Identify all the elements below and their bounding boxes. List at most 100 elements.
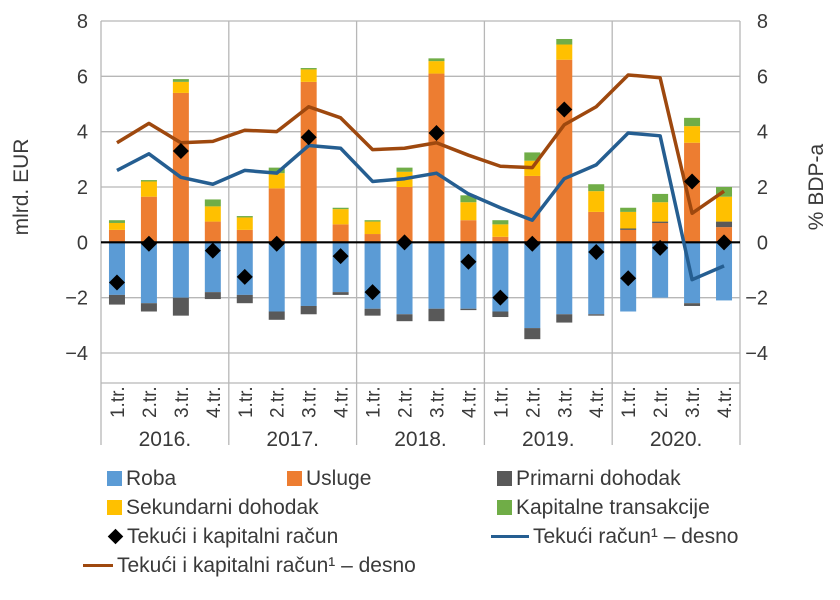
bar-segment-primarni-dohodak — [204, 292, 221, 300]
gridlines — [100, 20, 741, 445]
bar-segment-kapitalne-transakcije — [140, 180, 157, 182]
legend-swatch-kapitalne — [497, 500, 512, 515]
bar-segment-kapitalne-transakcije — [108, 220, 125, 223]
x-category-label: 4.tr. — [332, 386, 353, 418]
bar-segment-sekundarni-dohodak — [556, 44, 573, 60]
bar-segment-roba — [428, 242, 445, 309]
y-axis-left-title: mlrd. EUR — [10, 139, 33, 236]
marker-tekuci-i-kapitalni — [300, 129, 317, 146]
y-tick-label-right: 4 — [757, 122, 768, 144]
bar-segment-usluge — [332, 224, 349, 243]
legend-row-3: Tekući i kapitalni račun Tekući račun¹ –… — [107, 522, 787, 551]
bar-segment-usluge — [524, 175, 541, 243]
legend-label: Primarni dohodak — [516, 467, 681, 490]
legend-swatch-usluge — [287, 471, 302, 486]
x-category-label: 2.tr. — [396, 386, 417, 418]
marker-tekuci-i-kapitalni — [652, 239, 669, 256]
bar-segment-sekundarni-dohodak — [332, 209, 349, 225]
bar-segment-primarni-dohodak — [716, 221, 733, 228]
bar-segment-roba — [268, 242, 285, 312]
legend-line-tr — [491, 535, 529, 538]
legend-item-primarni: Primarni dohodak — [497, 464, 681, 493]
bar-segment-sekundarni-dohodak — [300, 69, 317, 82]
y-tick-label-right: 0 — [757, 232, 768, 254]
marker-tekuci-i-kapitalni — [364, 284, 381, 301]
bar-segment-roba — [652, 242, 669, 298]
x-year-label: 2016. — [139, 428, 192, 451]
y-tick-label-right: 8 — [757, 11, 768, 33]
y-axis-right-title: % BDP-a — [805, 144, 828, 231]
bar-segment-usluge — [620, 229, 637, 243]
legend-swatch-roba — [107, 471, 122, 486]
bar-segment-sekundarni-dohodak — [236, 217, 253, 230]
bar-segment-sekundarni-dohodak — [652, 202, 669, 222]
x-category-label: 1.tr. — [364, 386, 385, 418]
bar-segment-roba — [140, 242, 157, 304]
bar-segment-primarni-dohodak — [588, 314, 605, 316]
bar-segment-sekundarni-dohodak — [588, 191, 605, 212]
bar-segment-kapitalne-transakcije — [204, 199, 221, 207]
marker-tekuci-i-kapitalni — [684, 173, 701, 190]
bar-segment-primarni-dohodak — [524, 328, 541, 340]
bar-segment-usluge — [108, 229, 125, 243]
line-tekuci-i-kapitalni-racun — [116, 73, 726, 216]
x-category-label: 3.tr. — [427, 386, 448, 418]
bar-segment-roba — [460, 242, 477, 309]
bar-segment-roba — [300, 242, 317, 306]
chart-area: 8 6 4 2 0 −2 −4 8 6 4 2 0 −2 −4 1.tr. 2.tr. 3.tr. 4.tr.… — [10, 11, 828, 451]
bar-segment-primarni-dohodak — [460, 308, 477, 311]
x-category-label: 4.tr. — [204, 386, 225, 418]
marker-tekuci-i-kapitalni — [588, 244, 605, 261]
legend-swatch-sekundarni — [107, 500, 122, 515]
legend-label: Tekući i kapitalni račun — [127, 525, 339, 548]
bar-segment-usluge — [364, 234, 381, 243]
bar-segment-roba — [588, 242, 605, 315]
bar-segment-kapitalne-transakcije — [172, 79, 189, 82]
bar-segment-primarni-dohodak — [236, 294, 253, 304]
legend-item-kapitalne: Kapitalne transakcije — [497, 493, 710, 522]
bar-segment-sekundarni-dohodak — [364, 221, 381, 235]
bar-segment-kapitalne-transakcije — [620, 207, 637, 212]
bar-segment-sekundarni-dohodak — [204, 206, 221, 222]
bar-segment-kapitalne-transakcije — [236, 216, 253, 218]
x-year-label: 2017. — [266, 428, 319, 451]
bar-segment-primarni-dohodak — [268, 311, 285, 320]
legend-label: Tekući račun¹ – desno — [533, 525, 739, 548]
x-category-label: 3.tr. — [555, 386, 576, 418]
bar-segment-usluge — [492, 236, 509, 243]
x-category-label: 2.tr. — [523, 386, 544, 418]
legend-label: Roba — [126, 467, 177, 490]
bar-segment-primarni-dohodak — [620, 228, 637, 230]
marker-tekuci-i-kapitalni — [556, 101, 573, 118]
bar-segment-usluge — [204, 221, 221, 243]
x-category-label: 1.tr. — [108, 386, 129, 418]
legend-row-2: Sekundarni dohodak Kapitalne transakcije — [107, 493, 787, 522]
bar-segment-kapitalne-transakcije — [588, 184, 605, 192]
y-tick-label-right: 6 — [757, 66, 768, 88]
bar-segment-usluge — [396, 187, 413, 243]
bar-segment-roba — [556, 242, 573, 315]
y-tick-label-left: 8 — [77, 11, 88, 33]
bar-segment-kapitalne-transakcije — [428, 58, 445, 62]
y-tick-label-right: −2 — [745, 288, 768, 310]
bar-segment-kapitalne-transakcije — [684, 117, 701, 127]
x-category-label: 3.tr. — [300, 386, 321, 418]
x-category-label: 4.tr. — [715, 386, 736, 418]
line-tekuci-racun — [116, 131, 725, 282]
bar-segment-kapitalne-transakcije — [268, 167, 285, 174]
bar-segment-usluge — [460, 220, 477, 243]
x-category-label: 4.tr. — [587, 386, 608, 418]
bar-segment-usluge — [300, 81, 317, 243]
legend-row-4: Tekući i kapitalni račun¹ – desno — [83, 551, 787, 580]
bar-segment-kapitalne-transakcije — [492, 220, 509, 225]
legend-line-tkr — [83, 564, 113, 567]
marker-tekuci-i-kapitalni — [396, 234, 413, 251]
bar-segment-sekundarni-dohodak — [620, 211, 637, 229]
bar-segment-kapitalne-transakcije — [652, 193, 669, 203]
diamond-marker-icon — [107, 528, 124, 545]
marker-tekuci-i-kapitalni — [108, 274, 125, 291]
y-axis-left-ticks: 8 6 4 2 0 −2 −4 — [65, 11, 88, 365]
bar-segment-sekundarni-dohodak — [684, 126, 701, 143]
x-category-label: 1.tr. — [491, 386, 512, 418]
bar-segment-usluge — [236, 229, 253, 243]
